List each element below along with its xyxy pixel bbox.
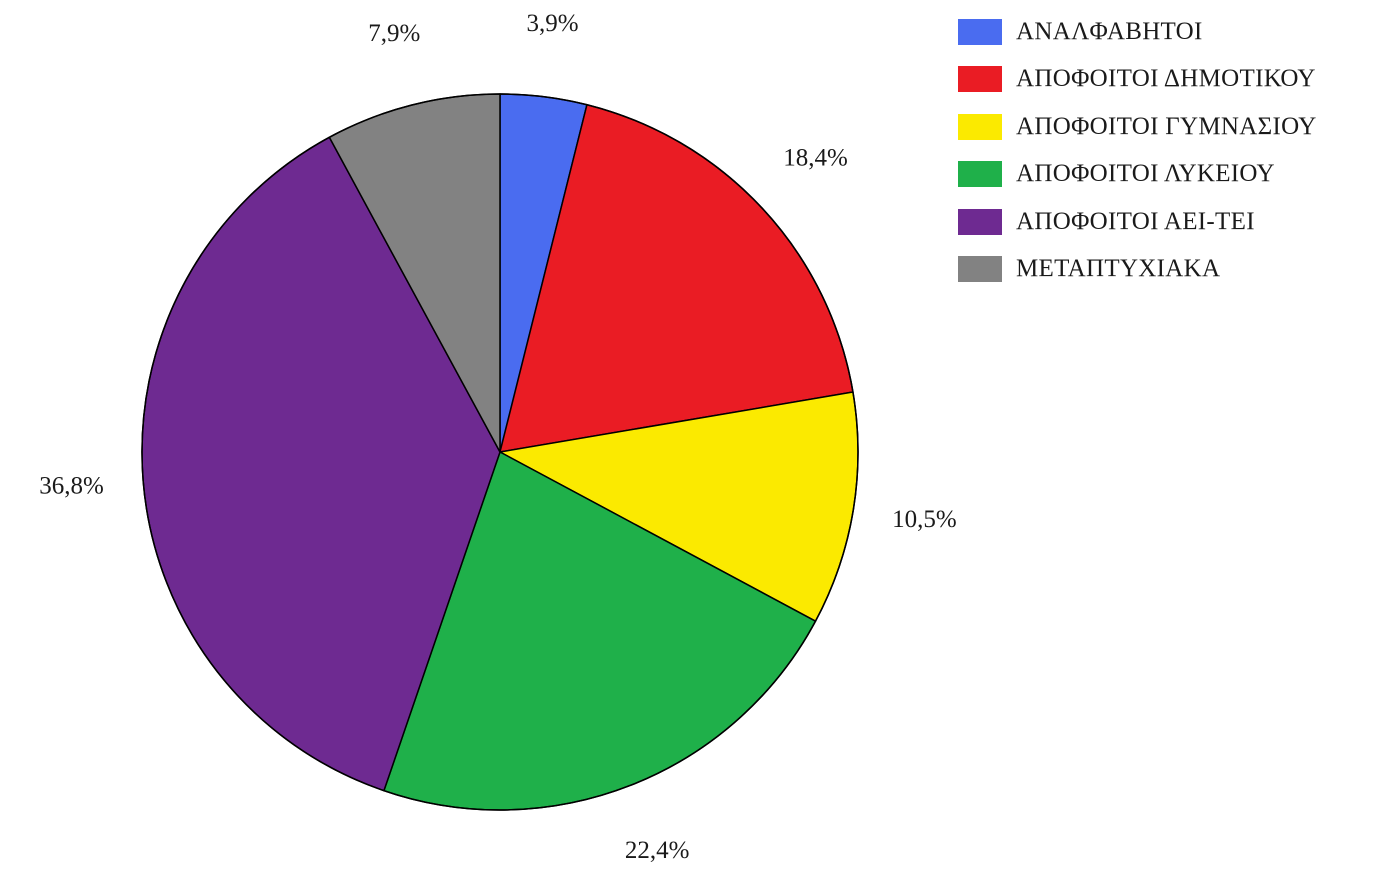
- slice-data-label: 3,9%: [527, 10, 579, 37]
- pie-outline: [141, 93, 859, 811]
- legend-swatch: [958, 256, 1002, 283]
- legend-label: ΜΕΤΑΠΤΥΧΙΑΚΑ: [1016, 255, 1221, 283]
- legend-swatch: [958, 161, 1002, 188]
- legend-item-dimotikou: ΑΠΟΦΟΙΤΟΙ ΔΗΜΟΤΙΚΟΥ: [958, 56, 1317, 104]
- legend-label: ΑΠΟΦΟΙΤΟΙ ΓΥΜΝΑΣΙΟΥ: [1016, 112, 1317, 140]
- legend-item-analfavitoi: ΑΝΑΛΦΑΒΗΤΟΙ: [958, 8, 1317, 56]
- slice-data-label: 18,4%: [783, 145, 848, 172]
- slice-data-label: 7,9%: [368, 20, 420, 47]
- slice-data-label: 22,4%: [625, 837, 690, 864]
- legend-item-aei-tei: ΑΠΟΦΟΙΤΟΙ ΑΕΙ-ΤΕΙ: [958, 198, 1317, 246]
- legend-label: ΑΠΟΦΟΙΤΟΙ ΔΗΜΟΤΙΚΟΥ: [1016, 65, 1316, 93]
- legend: ΑΝΑΛΦΑΒΗΤΟΙ ΑΠΟΦΟΙΤΟΙ ΔΗΜΟΤΙΚΟΥ ΑΠΟΦΟΙΤΟ…: [958, 8, 1317, 293]
- legend-swatch: [958, 208, 1002, 235]
- legend-item-gymnasiou: ΑΠΟΦΟΙΤΟΙ ΓΥΜΝΑΣΙΟΥ: [958, 103, 1317, 151]
- slice-data-label: 36,8%: [39, 473, 104, 500]
- slice-data-label: 10,5%: [892, 506, 957, 533]
- legend-label: ΑΝΑΛΦΑΒΗΤΟΙ: [1016, 17, 1203, 45]
- legend-swatch: [958, 66, 1002, 93]
- legend-item-metaptyxiaka: ΜΕΤΑΠΤΥΧΙΑΚΑ: [958, 246, 1317, 294]
- legend-swatch: [958, 18, 1002, 45]
- legend-item-lykeiou: ΑΠΟΦΟΙΤΟΙ ΛΥΚΕΙΟΥ: [958, 151, 1317, 199]
- legend-label: ΑΠΟΦΟΙΤΟΙ ΑΕΙ-ΤΕΙ: [1016, 207, 1255, 235]
- legend-swatch: [958, 113, 1002, 140]
- legend-label: ΑΠΟΦΟΙΤΟΙ ΛΥΚΕΙΟΥ: [1016, 160, 1275, 188]
